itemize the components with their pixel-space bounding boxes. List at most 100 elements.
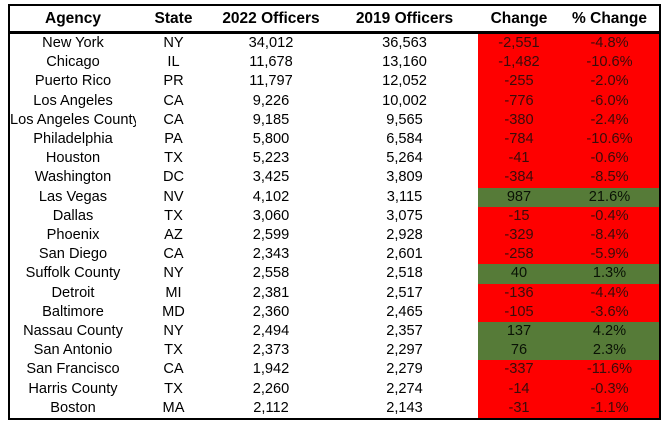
cell-agency: San Francisco bbox=[9, 360, 136, 380]
cell-state: TX bbox=[136, 379, 211, 399]
cell-2022-officers: 2,360 bbox=[211, 302, 331, 323]
cell-pct-change: -6.0% bbox=[560, 91, 660, 111]
table-row: Houston TX 5,223 5,264 -41 -0.6% bbox=[9, 149, 660, 169]
cell-agency: Harris County bbox=[9, 379, 136, 399]
cell-state: TX bbox=[136, 206, 211, 227]
cell-pct-change: -1.1% bbox=[560, 398, 660, 420]
cell-2019-officers: 2,517 bbox=[331, 283, 478, 303]
cell-agency: Nassau County bbox=[9, 322, 136, 342]
cell-agency: Los Angeles bbox=[9, 91, 136, 111]
cell-2019-officers: 3,809 bbox=[331, 168, 478, 188]
cell-pct-change: 4.2% bbox=[560, 322, 660, 342]
cell-pct-change: -10.6% bbox=[560, 53, 660, 73]
column-header-pct-change: % Change bbox=[560, 5, 660, 34]
column-header-state: State bbox=[136, 5, 211, 34]
cell-change: -380 bbox=[478, 110, 560, 131]
cell-2022-officers: 2,373 bbox=[211, 341, 331, 361]
cell-state: AZ bbox=[136, 226, 211, 246]
cell-2019-officers: 2,297 bbox=[331, 341, 478, 361]
cell-2019-officers: 13,160 bbox=[331, 53, 478, 73]
table-row: Dallas TX 3,060 3,075 -15 -0.4% bbox=[9, 206, 660, 227]
cell-state: NV bbox=[136, 187, 211, 207]
cell-agency: Phoenix bbox=[9, 226, 136, 246]
cell-agency: Dallas bbox=[9, 206, 136, 227]
cell-agency: Washington bbox=[9, 168, 136, 188]
table-row: Nassau County NY 2,494 2,357 137 4.2% bbox=[9, 322, 660, 342]
cell-pct-change: -8.5% bbox=[560, 168, 660, 188]
cell-pct-change: -11.6% bbox=[560, 360, 660, 380]
cell-2019-officers: 3,115 bbox=[331, 187, 478, 207]
cell-change: -776 bbox=[478, 91, 560, 111]
cell-change: -31 bbox=[478, 398, 560, 420]
cell-state: CA bbox=[136, 245, 211, 265]
table-row: Washington DC 3,425 3,809 -384 -8.5% bbox=[9, 168, 660, 188]
cell-pct-change: 1.3% bbox=[560, 264, 660, 284]
cell-2019-officers: 2,143 bbox=[331, 398, 478, 420]
cell-2022-officers: 2,558 bbox=[211, 264, 331, 284]
cell-2019-officers: 2,274 bbox=[331, 379, 478, 399]
cell-pct-change: -0.4% bbox=[560, 206, 660, 227]
table-row: Los Angeles CA 9,226 10,002 -776 -6.0% bbox=[9, 91, 660, 111]
cell-change: -384 bbox=[478, 168, 560, 188]
cell-change: -784 bbox=[478, 130, 560, 150]
cell-change: -337 bbox=[478, 360, 560, 380]
cell-state: CA bbox=[136, 360, 211, 380]
cell-state: DC bbox=[136, 168, 211, 188]
cell-pct-change: -8.4% bbox=[560, 226, 660, 246]
cell-2019-officers: 6,584 bbox=[331, 130, 478, 150]
cell-pct-change: -10.6% bbox=[560, 130, 660, 150]
cell-agency: New York bbox=[9, 32, 136, 54]
cell-2022-officers: 11,797 bbox=[211, 72, 331, 92]
cell-change: -15 bbox=[478, 206, 560, 227]
cell-pct-change: 2.3% bbox=[560, 341, 660, 361]
cell-agency: Suffolk County bbox=[9, 264, 136, 284]
cell-change: 137 bbox=[478, 322, 560, 342]
cell-pct-change: -0.6% bbox=[560, 149, 660, 169]
cell-change: 76 bbox=[478, 341, 560, 361]
cell-2022-officers: 3,060 bbox=[211, 206, 331, 227]
cell-agency: Puerto Rico bbox=[9, 72, 136, 92]
cell-2019-officers: 12,052 bbox=[331, 72, 478, 92]
column-header-2019-officers: 2019 Officers bbox=[331, 5, 478, 34]
table-row: Boston MA 2,112 2,143 -31 -1.1% bbox=[9, 398, 660, 420]
table-row: Puerto Rico PR 11,797 12,052 -255 -2.0% bbox=[9, 72, 660, 92]
cell-change: -258 bbox=[478, 245, 560, 265]
cell-change: 40 bbox=[478, 264, 560, 284]
cell-agency: Los Angeles County bbox=[9, 110, 136, 131]
header-row: Agency State 2022 Officers 2019 Officers… bbox=[9, 5, 660, 34]
column-header-2022-officers: 2022 Officers bbox=[211, 5, 331, 34]
cell-change: -136 bbox=[478, 283, 560, 303]
cell-change: 987 bbox=[478, 187, 560, 207]
cell-2019-officers: 2,928 bbox=[331, 226, 478, 246]
cell-pct-change: -5.9% bbox=[560, 245, 660, 265]
cell-state: MA bbox=[136, 398, 211, 420]
cell-2022-officers: 2,112 bbox=[211, 398, 331, 420]
cell-agency: Baltimore bbox=[9, 302, 136, 323]
cell-2022-officers: 9,185 bbox=[211, 110, 331, 131]
cell-state: TX bbox=[136, 341, 211, 361]
table-row: Harris County TX 2,260 2,274 -14 -0.3% bbox=[9, 379, 660, 399]
cell-change: -41 bbox=[478, 149, 560, 169]
cell-pct-change: -0.3% bbox=[560, 379, 660, 399]
cell-agency: Chicago bbox=[9, 53, 136, 73]
cell-pct-change: -4.8% bbox=[560, 32, 660, 54]
table-row: New York NY 34,012 36,563 -2,551 -4.8% bbox=[9, 32, 660, 54]
officers-table: Agency State 2022 Officers 2019 Officers… bbox=[8, 4, 661, 421]
cell-state: TX bbox=[136, 149, 211, 169]
cell-2022-officers: 4,102 bbox=[211, 187, 331, 207]
table-row: Baltimore MD 2,360 2,465 -105 -3.6% bbox=[9, 302, 660, 323]
cell-state: PA bbox=[136, 130, 211, 150]
cell-state: MD bbox=[136, 302, 211, 323]
cell-agency: Las Vegas bbox=[9, 187, 136, 207]
cell-pct-change: -3.6% bbox=[560, 302, 660, 323]
table-row: Los Angeles County CA 9,185 9,565 -380 -… bbox=[9, 110, 660, 131]
table-row: Philadelphia PA 5,800 6,584 -784 -10.6% bbox=[9, 130, 660, 150]
cell-2022-officers: 2,599 bbox=[211, 226, 331, 246]
cell-2022-officers: 11,678 bbox=[211, 53, 331, 73]
cell-pct-change: -2.0% bbox=[560, 72, 660, 92]
cell-2022-officers: 9,226 bbox=[211, 91, 331, 111]
cell-change: -105 bbox=[478, 302, 560, 323]
cell-2022-officers: 2,381 bbox=[211, 283, 331, 303]
cell-2019-officers: 10,002 bbox=[331, 91, 478, 111]
table-row: San Antonio TX 2,373 2,297 76 2.3% bbox=[9, 341, 660, 361]
